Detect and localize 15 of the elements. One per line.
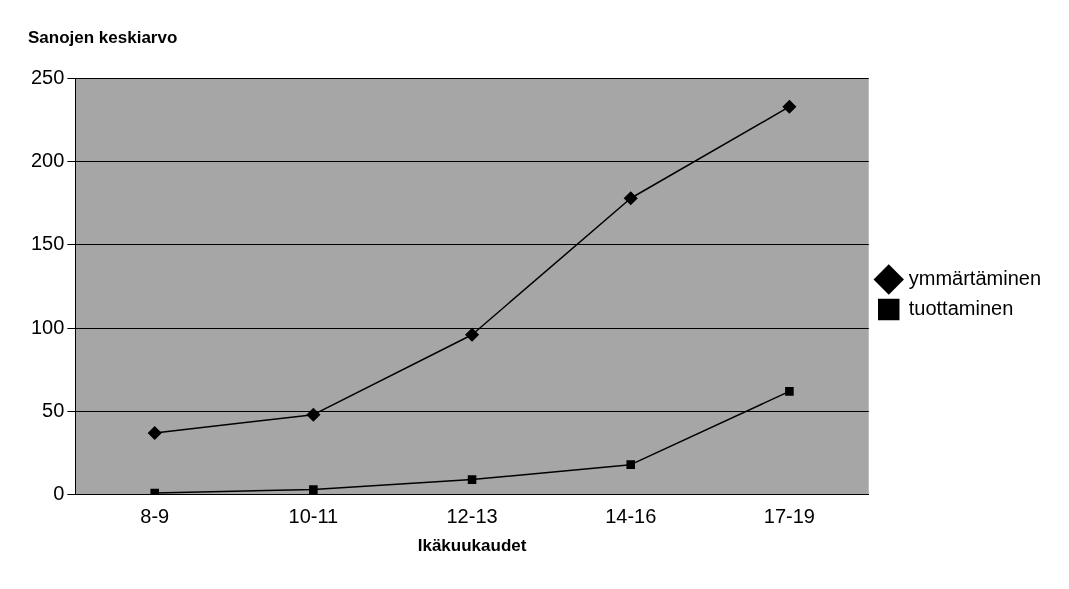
y-tick-label: 0 — [53, 482, 65, 505]
x-tick-label: 17-19 — [763, 505, 815, 528]
x-tick-label: 14-16 — [605, 505, 657, 528]
x-tick-label: 8-9 — [140, 505, 170, 528]
y-tick-label: 50 — [42, 398, 65, 421]
y-tick-label: 200 — [30, 149, 65, 172]
y-tick-label: 250 — [30, 65, 65, 88]
y-axis-title: Sanojen keskiarvo — [28, 27, 178, 47]
legend-label: ymmärtäminen — [908, 267, 1042, 290]
y-tick-label: 150 — [30, 232, 65, 255]
y-tick-label: 100 — [30, 315, 65, 338]
x-axis-title: Ikäkuukaudet — [417, 536, 527, 556]
x-tick-label: 12-13 — [446, 505, 498, 528]
legend-label: tuottaminen — [908, 297, 1014, 320]
x-tick-label: 10-11 — [288, 505, 339, 528]
